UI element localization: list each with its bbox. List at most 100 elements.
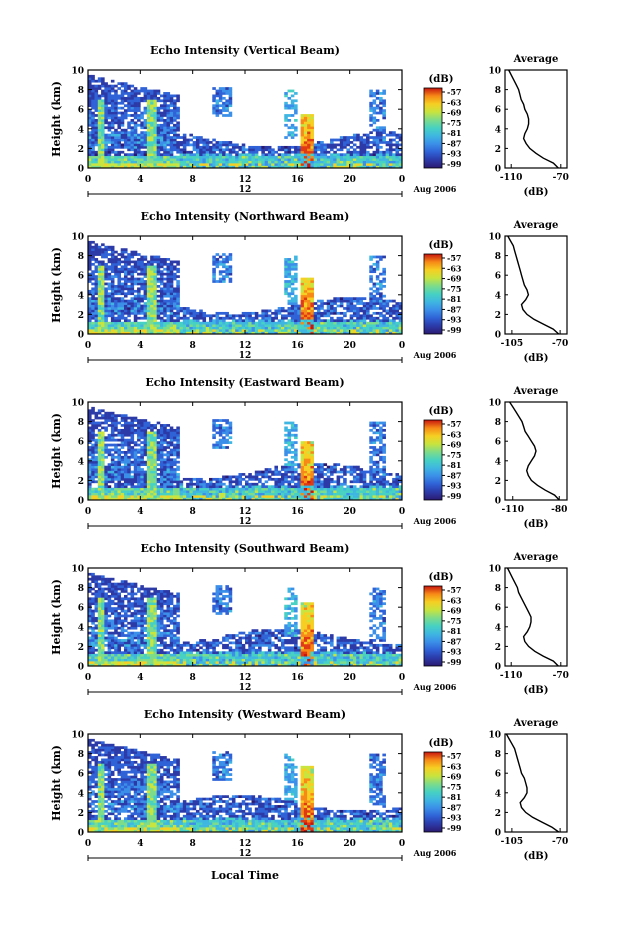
heatmap-cell — [222, 419, 226, 422]
heatmap-cell — [173, 319, 177, 323]
heatmap-cell — [133, 94, 138, 98]
heatmap-cell — [356, 326, 360, 330]
heatmap-cell — [192, 311, 197, 315]
heatmap-cell — [153, 119, 157, 122]
heatmap-cell — [97, 128, 102, 132]
heatmap-cell — [104, 126, 108, 130]
heatmap-cell — [133, 314, 138, 318]
heatmap-cell — [287, 294, 292, 298]
heatmap-cell — [287, 280, 292, 283]
heatmap-cell — [163, 285, 167, 288]
heatmap-cell — [192, 309, 197, 313]
heatmap-cell — [140, 138, 144, 142]
heatmap-cell — [88, 495, 92, 498]
heatmap-cell — [316, 326, 321, 330]
heatmap-cell — [225, 104, 229, 108]
heatmap-cell — [352, 160, 357, 164]
heatmap-cell — [182, 165, 187, 169]
heatmap-cell — [123, 287, 128, 291]
heatmap-cell — [101, 133, 105, 137]
heatmap-cell — [179, 307, 184, 310]
heatmap-cell — [222, 492, 226, 496]
heatmap-cell — [150, 126, 154, 130]
heatmap-cell — [91, 438, 95, 442]
heatmap-cell — [248, 155, 252, 159]
heatmap-cell — [303, 316, 308, 320]
heatmap-cell — [228, 92, 233, 95]
heatmap-cell — [248, 482, 252, 486]
heatmap-cell — [127, 289, 131, 293]
heatmap-cell — [143, 487, 148, 491]
heatmap-cell — [114, 468, 118, 471]
heatmap-cell — [110, 248, 115, 251]
heatmap-cell — [159, 436, 164, 440]
heatmap-cell — [303, 468, 308, 471]
heatmap-cell — [114, 96, 118, 100]
heatmap-cell — [127, 490, 131, 493]
heatmap-cell — [176, 331, 180, 335]
heatmap-cell — [140, 455, 144, 459]
heatmap-cell — [173, 155, 177, 159]
heatmap-cell — [300, 468, 305, 471]
heatmap-cell — [137, 480, 141, 484]
heatmap-cell — [366, 165, 370, 169]
heatmap-cell — [192, 158, 197, 161]
heatmap-cell — [173, 458, 177, 462]
heatmap-cell — [307, 158, 311, 161]
heatmap-cell — [267, 319, 272, 323]
heatmap-cell — [303, 133, 308, 137]
heatmap-cell — [133, 460, 138, 464]
heatmap-cell — [120, 121, 125, 125]
heatmap-cell — [140, 262, 144, 266]
heatmap-cell — [297, 490, 301, 493]
heatmap-cell — [153, 150, 157, 154]
heatmap-cell — [251, 329, 256, 332]
heatmap-cell — [379, 99, 383, 103]
heatmap-cell — [150, 482, 154, 486]
heatmap-cell — [310, 165, 314, 169]
heatmap-cell — [287, 267, 292, 271]
heatmap-cell — [91, 453, 95, 457]
heatmap-cell — [258, 495, 262, 498]
heatmap-cell — [133, 128, 138, 132]
heatmap-cell — [166, 326, 171, 330]
heatmap-cell — [372, 163, 377, 166]
heatmap-cell — [146, 309, 151, 313]
heatmap-cell — [192, 329, 197, 332]
heatmap-cell — [382, 153, 386, 157]
heatmap-cell — [156, 109, 161, 112]
heatmap-cell — [127, 329, 131, 332]
heatmap-cell — [222, 319, 226, 323]
heatmap-cell — [303, 289, 308, 293]
heatmap-cell — [248, 321, 252, 325]
heatmap-cell — [189, 326, 193, 330]
heatmap-cell — [366, 160, 370, 164]
heatmap-cell — [94, 163, 99, 166]
heatmap-cell — [163, 497, 167, 501]
heatmap-cell — [101, 446, 105, 449]
heatmap-cell — [251, 492, 256, 496]
heatmap-cell — [114, 495, 118, 498]
heatmap-cell — [114, 299, 118, 303]
heatmap-cell — [140, 480, 144, 484]
heatmap-cell — [333, 155, 337, 159]
heatmap-cell — [127, 87, 131, 90]
heatmap-cell — [166, 468, 171, 471]
heatmap-cell — [218, 485, 223, 489]
heatmap-cell — [123, 248, 128, 251]
heatmap-cell — [277, 309, 282, 313]
heatmap-cell — [91, 136, 95, 139]
heatmap-cell — [101, 163, 105, 166]
heatmap-cell — [146, 128, 151, 132]
heatmap-cell — [307, 455, 311, 459]
heatmap-cell — [101, 267, 105, 271]
heatmap-cell — [215, 104, 220, 108]
heatmap-cell — [156, 289, 161, 293]
heatmap-cell — [91, 302, 95, 305]
heatmap-cell — [137, 321, 141, 325]
heatmap-cell — [166, 289, 171, 293]
heatmap-cell — [166, 433, 171, 437]
heatmap-cell — [199, 314, 203, 318]
heatmap-cell — [137, 463, 141, 466]
heatmap-cell — [94, 451, 99, 454]
